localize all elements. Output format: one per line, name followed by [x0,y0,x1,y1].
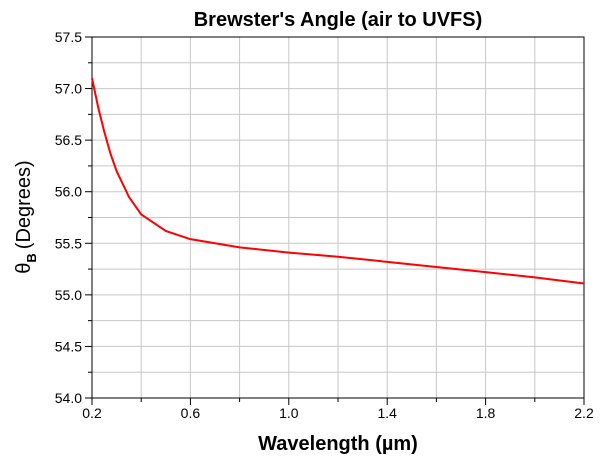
y-tick-label: 57.0 [55,81,82,97]
y-tick-label: 56.5 [55,132,82,148]
x-axis-label: Wavelength (µm) [258,433,418,455]
chart-title: Brewster's Angle (air to UVFS) [194,9,483,31]
data-line [91,78,585,285]
y-tick-label: 57.5 [55,29,82,45]
y-tick-label: 55.5 [55,235,82,251]
x-tick-label: 1.4 [377,405,397,421]
x-tick-label: 2.2 [574,405,594,421]
x-tick-label: 0.6 [181,405,201,421]
y-axis-subscript: B [24,253,39,262]
x-tick-label: 1.0 [279,405,299,421]
plot-frame [91,36,585,399]
y-tick-label: 55.0 [55,287,82,303]
y-axis-label: θB (Degrees) [13,160,39,273]
y-tick-label: 54.5 [55,338,82,354]
x-tick-label: 1.8 [476,405,496,421]
y-tick-label: 54.0 [55,390,82,406]
y-axis-text: (Degrees) [13,160,35,249]
y-axis-symbol: θ [13,263,35,274]
y-tick-label: 56.0 [55,184,82,200]
x-tick-label: 0.2 [82,405,102,421]
